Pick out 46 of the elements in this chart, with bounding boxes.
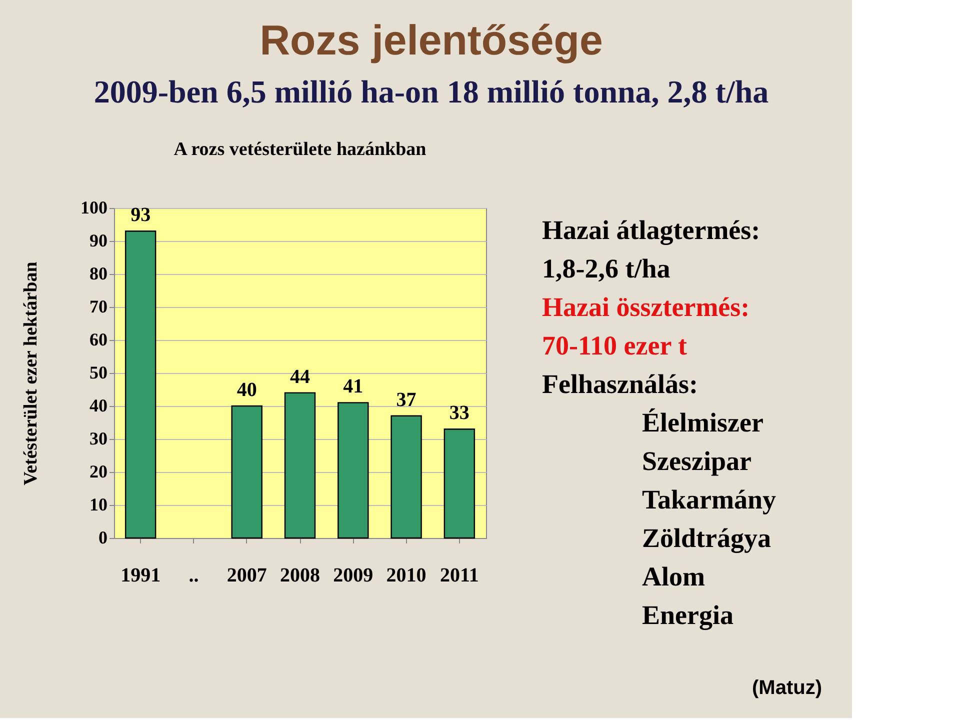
y-tick-label: 50 — [90, 362, 108, 382]
x-tick-label: 2009 — [333, 564, 374, 586]
y-tick-label: 70 — [90, 296, 108, 316]
y-tick-label: 80 — [90, 264, 108, 284]
data-label: 93 — [130, 204, 151, 226]
data-label: 33 — [449, 402, 470, 424]
bar — [124, 230, 156, 539]
text: (Matuz) — [752, 677, 822, 699]
y-tick-label: 0 — [98, 528, 108, 548]
y-tick-label: 10 — [90, 494, 108, 514]
bar — [444, 428, 476, 539]
text: Zöldtrágya — [642, 523, 772, 553]
chart-subtitle: 2009-ben 6,5 millió ha-on 18 millió tonna, 2,8 t/ha — [94, 74, 769, 110]
text: 70-110 ezer t — [542, 330, 687, 360]
data-label: 44 — [290, 366, 310, 388]
x-tick-label: .. — [188, 564, 199, 586]
y-tick-label: 90 — [90, 230, 108, 250]
text: Élelmiszer — [642, 408, 764, 438]
text: 1,8-2,6 t/ha — [542, 254, 671, 284]
y-tick-label: 20 — [90, 462, 108, 482]
text: Hazai össztermés: — [542, 292, 750, 322]
x-tick-label: 2011 — [440, 564, 479, 586]
text: Alom — [642, 562, 706, 592]
x-tick-label: 2007 — [226, 564, 267, 586]
bar — [338, 402, 369, 539]
y-axis-title: Vetésterület ezer hektárban — [20, 261, 42, 486]
y-tick-label: 40 — [90, 396, 108, 416]
text: A rozs vetésterülete hazánkban — [174, 139, 427, 160]
data-label: 41 — [343, 376, 364, 398]
chart-title: Rozs jelentősége — [260, 16, 603, 64]
bar — [284, 392, 316, 539]
bar — [390, 415, 422, 539]
text: Hazai átlagtermés: — [542, 215, 760, 245]
text: Takarmány — [642, 484, 777, 514]
x-tick-label: 2008 — [280, 564, 320, 586]
x-tick-label: 2010 — [386, 564, 426, 586]
y-tick-label: 60 — [90, 330, 108, 350]
x-tick-label: 1991 — [120, 564, 161, 586]
y-tick-label: 100 — [80, 198, 108, 218]
data-label: 37 — [396, 388, 416, 411]
text: Energia — [642, 600, 734, 630]
text: Szeszipar — [642, 446, 752, 476]
bar — [231, 405, 262, 539]
text: Felhasználás: — [542, 369, 698, 399]
y-tick-label: 30 — [90, 428, 108, 448]
data-label: 40 — [236, 379, 257, 401]
